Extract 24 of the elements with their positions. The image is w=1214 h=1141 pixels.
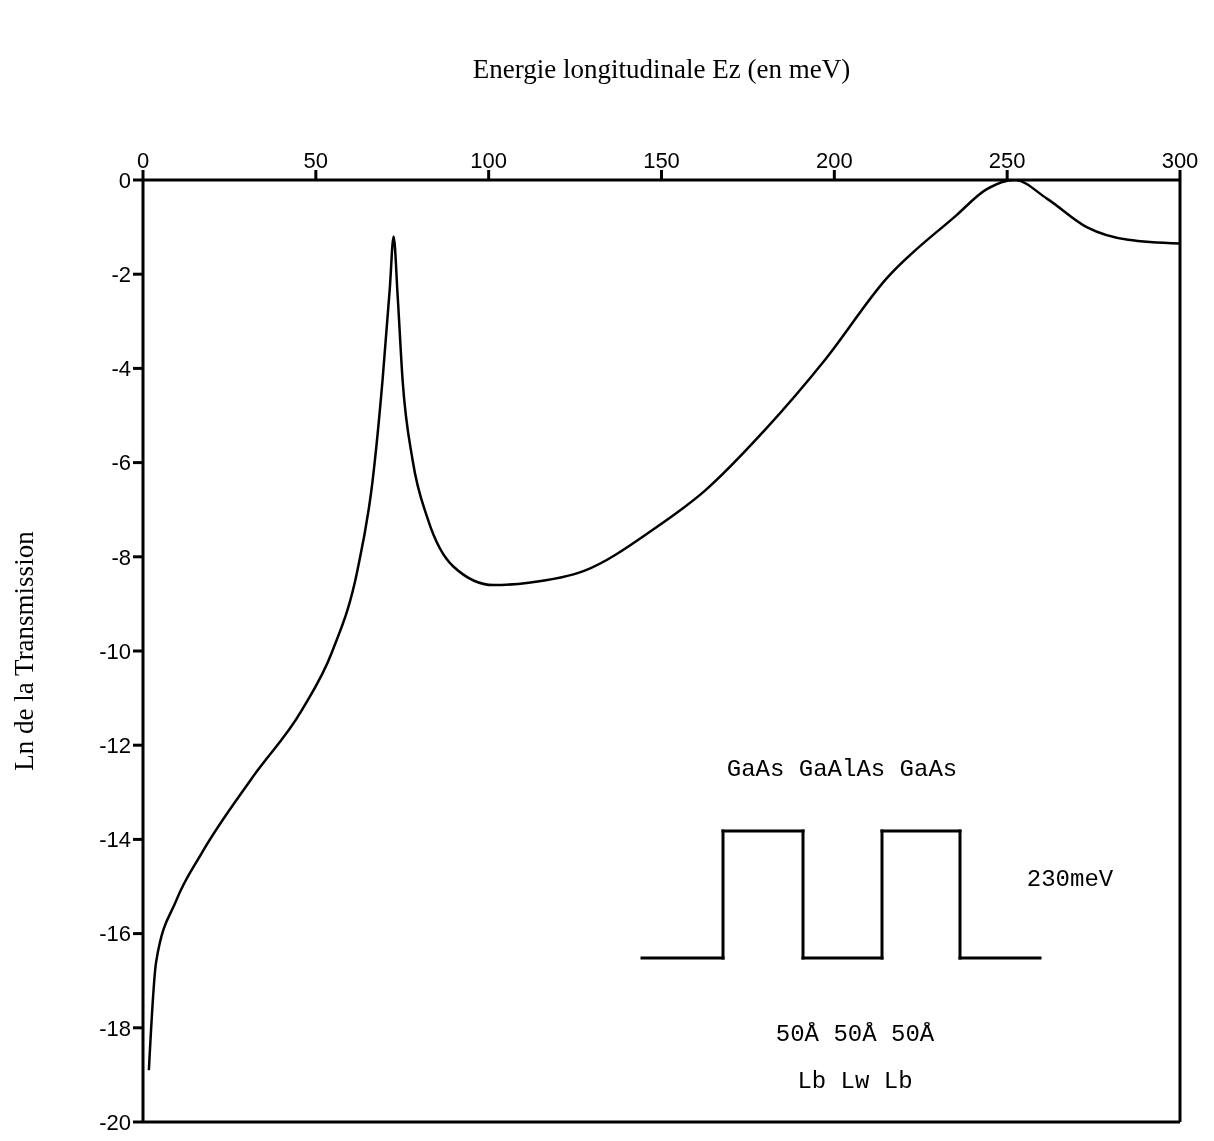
- y-tick-label: -14: [99, 827, 131, 853]
- x-tick-label: 100: [470, 148, 508, 173]
- y-tick-label: -12: [99, 733, 131, 759]
- x-axis-title: Energie longitudinale Ez (en meV): [472, 54, 851, 84]
- x-tick-label: 200: [815, 148, 853, 173]
- y-tick-label: -20: [99, 1109, 131, 1135]
- y-tick-label: -16: [99, 921, 131, 947]
- annotation: 230meV: [1026, 866, 1114, 893]
- y-tick-label: -2: [111, 262, 131, 288]
- y-tick-label: 0: [118, 167, 131, 193]
- annotation: Lb Lw Lb: [797, 1068, 913, 1095]
- y-tick-label: -4: [111, 356, 131, 382]
- annotation: GaAs GaAlAs GaAs: [726, 756, 958, 783]
- y-tick-label: -8: [111, 544, 131, 570]
- y-tick-label: -6: [111, 450, 131, 476]
- y-axis-title: Ln de la Transmission: [8, 530, 39, 771]
- x-tick-label: 150: [643, 148, 680, 173]
- x-tick-label: 300: [1161, 148, 1199, 173]
- x-tick-label: 50: [303, 148, 329, 173]
- x-tick-label: 250: [988, 148, 1026, 173]
- x-tick-label: 0: [136, 148, 150, 173]
- annotation: 50Å 50Å 50Å: [775, 1021, 935, 1048]
- y-tick-label: -10: [99, 638, 131, 664]
- y-tick-label: -18: [99, 1015, 131, 1041]
